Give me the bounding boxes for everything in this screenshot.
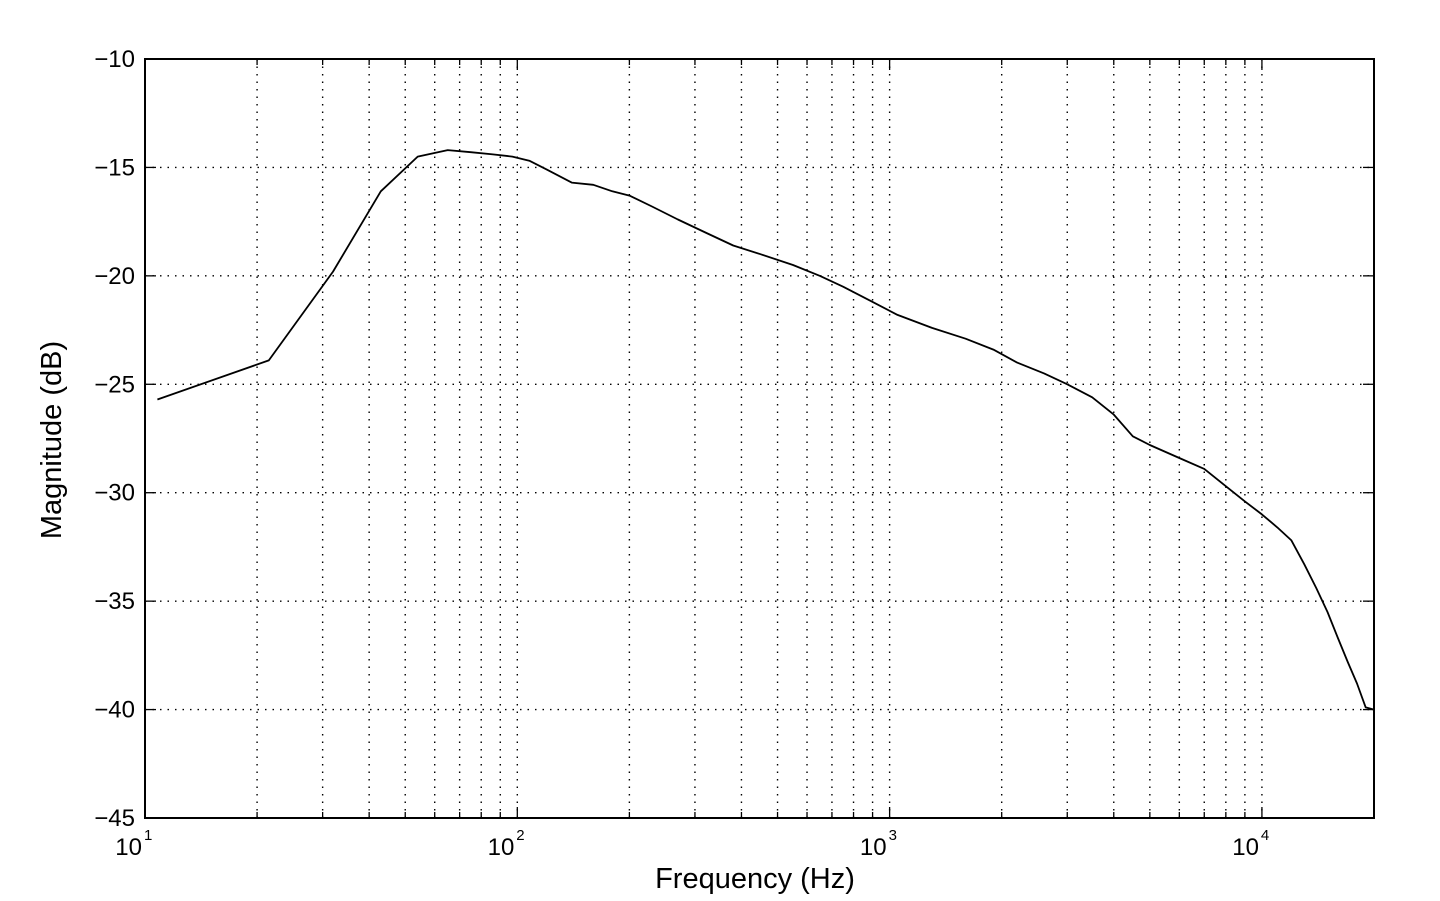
y-tick-label: −15 [94, 154, 135, 181]
y-tick-label: −20 [94, 263, 135, 290]
y-tick-label: −40 [94, 697, 135, 724]
x-axis-label: Frequency (Hz) [655, 863, 855, 895]
x-tick-label-base: 10 [488, 834, 515, 861]
axis-ticks [144, 58, 1375, 819]
x-tick-label: 10 3 [860, 827, 897, 861]
x-tick-label-base: 10 [860, 834, 887, 861]
x-tick-label-exponent: 2 [516, 827, 524, 844]
x-tick-label-base: 10 [1232, 834, 1259, 861]
x-tick-label-exponent: 3 [889, 827, 897, 844]
y-axis-label: Magnitude (dB) [36, 341, 68, 539]
x-tick-label-exponent: 4 [1261, 827, 1269, 844]
y-tick-label: −35 [94, 588, 135, 615]
y-tick-labels: −10 −15 −20 −25 −30 −35 −40 −45 [94, 46, 135, 832]
x-tick-label-base: 10 [115, 834, 142, 861]
x-tick-label-exponent: 1 [144, 827, 152, 844]
plot-area-frame [144, 58, 1375, 819]
x-tick-label: 10 2 [488, 827, 525, 861]
y-tick-label: −25 [94, 371, 135, 398]
y-tick-label: −30 [94, 480, 135, 507]
x-tick-label: 10 1 [115, 827, 152, 861]
y-tick-label: −45 [94, 805, 135, 832]
x-tick-labels: 10 1 10 2 10 3 10 4 [115, 827, 1269, 861]
grid [145, 59, 1374, 818]
series-line [157, 149, 1375, 711]
x-tick-label: 10 4 [1232, 827, 1269, 861]
y-tick-label: −10 [94, 46, 135, 73]
